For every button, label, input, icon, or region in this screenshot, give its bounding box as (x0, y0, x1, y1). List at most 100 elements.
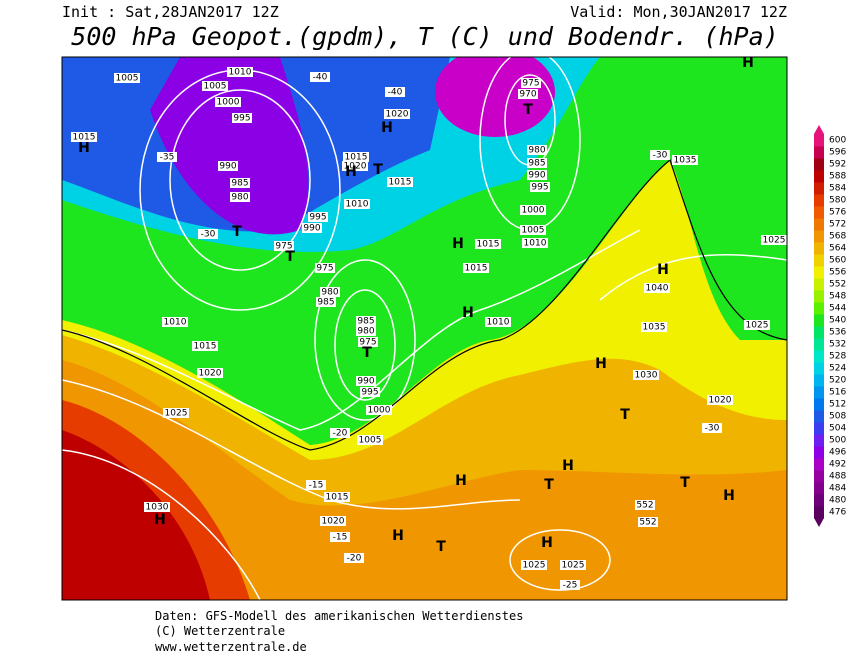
label-box (230, 178, 250, 188)
pressure-center: T (523, 102, 533, 118)
colorbar-band (814, 446, 824, 459)
colorbar-top (814, 125, 824, 134)
map-label: 1005 (359, 436, 382, 446)
colorbar-label: 576 (829, 208, 846, 218)
label-box (672, 155, 698, 165)
colorbar-band (814, 506, 824, 519)
field (62, 430, 210, 600)
colorbar-label: 548 (829, 292, 846, 302)
label-box (387, 177, 413, 187)
label-box (357, 435, 383, 445)
colorbar-band (814, 350, 824, 363)
colorbar-label: 488 (829, 472, 846, 482)
label-box (324, 492, 350, 502)
map-label: 552 (639, 518, 656, 528)
colorbar-band (814, 386, 824, 399)
colorbar-band (814, 434, 824, 447)
label-box (274, 241, 294, 251)
label-box (702, 423, 722, 433)
map-label: 1020 (199, 369, 222, 379)
pressure-center: H (452, 236, 464, 252)
colorbar-band (814, 194, 824, 207)
map-label: -20 (333, 429, 348, 439)
map-label: 1000 (217, 98, 240, 108)
label-box (330, 532, 350, 542)
map-label: -30 (653, 151, 668, 161)
pressure-center: T (362, 345, 372, 361)
pressure-center: H (455, 473, 467, 489)
map-label: 1010 (487, 318, 510, 328)
map-label: 1025 (763, 236, 786, 246)
map-label: 1015 (477, 240, 500, 250)
pressure-center: H (562, 458, 574, 474)
label-box (485, 317, 511, 327)
label-box (463, 263, 489, 273)
map-label: 1000 (522, 206, 545, 216)
label-box (560, 560, 586, 570)
map-label: 995 (309, 213, 326, 223)
colorbar-label: 504 (829, 424, 846, 434)
colorbar-label: 588 (829, 172, 846, 182)
map-label: 1025 (562, 561, 585, 571)
label-box (644, 283, 670, 293)
colorbar-label: 484 (829, 484, 846, 494)
colorbar-band (814, 230, 824, 243)
label-box (527, 158, 547, 168)
map-label: 1005 (522, 226, 545, 236)
label-box (356, 376, 376, 386)
label-box (306, 480, 326, 490)
colorbar-label: 508 (829, 412, 846, 422)
map-label: 1015 (73, 133, 96, 143)
map-label: 1005 (204, 82, 227, 92)
label-box (35, 423, 55, 433)
colorbar-band (814, 470, 824, 483)
colorbar-label: 536 (829, 328, 846, 338)
colorbar-label: 580 (829, 196, 846, 206)
label-box (633, 370, 659, 380)
label-box (320, 516, 346, 526)
pressure-center: H (657, 262, 669, 278)
label-box (344, 199, 370, 209)
map-label: -30 (705, 424, 720, 434)
footer-line: (C) Wetterzentrale (155, 624, 285, 638)
pressure-center: T (436, 539, 446, 555)
label-box (343, 152, 369, 162)
colorbar-band (814, 182, 824, 195)
map-label: 975 (359, 338, 376, 348)
pressure-center: H (345, 164, 357, 180)
label-box (635, 500, 655, 510)
map-label: 1015 (389, 178, 412, 188)
map-label: -15 (309, 481, 324, 491)
label-box (707, 395, 733, 405)
label-box (302, 223, 322, 233)
colorbar-band (814, 302, 824, 315)
colorbar-label: 556 (829, 268, 846, 278)
label-box (198, 229, 218, 239)
label-box (356, 326, 376, 336)
label-box (144, 502, 170, 512)
colorbar-band (814, 266, 824, 279)
map-frame (61, 56, 788, 601)
map-label: 1030 (146, 503, 169, 513)
label-box (744, 320, 770, 330)
map-label: 975 (522, 79, 539, 89)
colorbar-band (814, 254, 824, 267)
label-box (218, 161, 238, 171)
label-box (227, 67, 253, 77)
colorbar-band (814, 458, 824, 471)
label-box (192, 341, 218, 351)
map: 1005101010051000995H1015-35990985980T-30… (35, 55, 787, 600)
pressure-center: H (742, 55, 754, 71)
map-label: 990 (219, 162, 236, 172)
map-label: 1010 (229, 68, 252, 78)
map-label: 1035 (643, 323, 666, 333)
colorbar-band (814, 218, 824, 231)
colorbar-label: 540 (829, 316, 846, 326)
footer-line: www.wetterzentrale.de (155, 640, 307, 654)
label-box (197, 368, 223, 378)
map-label: 990 (357, 377, 374, 387)
label-box (342, 161, 368, 171)
label-box (316, 297, 336, 307)
map-label: 1015 (326, 493, 349, 503)
map-label: 975 (316, 264, 333, 274)
